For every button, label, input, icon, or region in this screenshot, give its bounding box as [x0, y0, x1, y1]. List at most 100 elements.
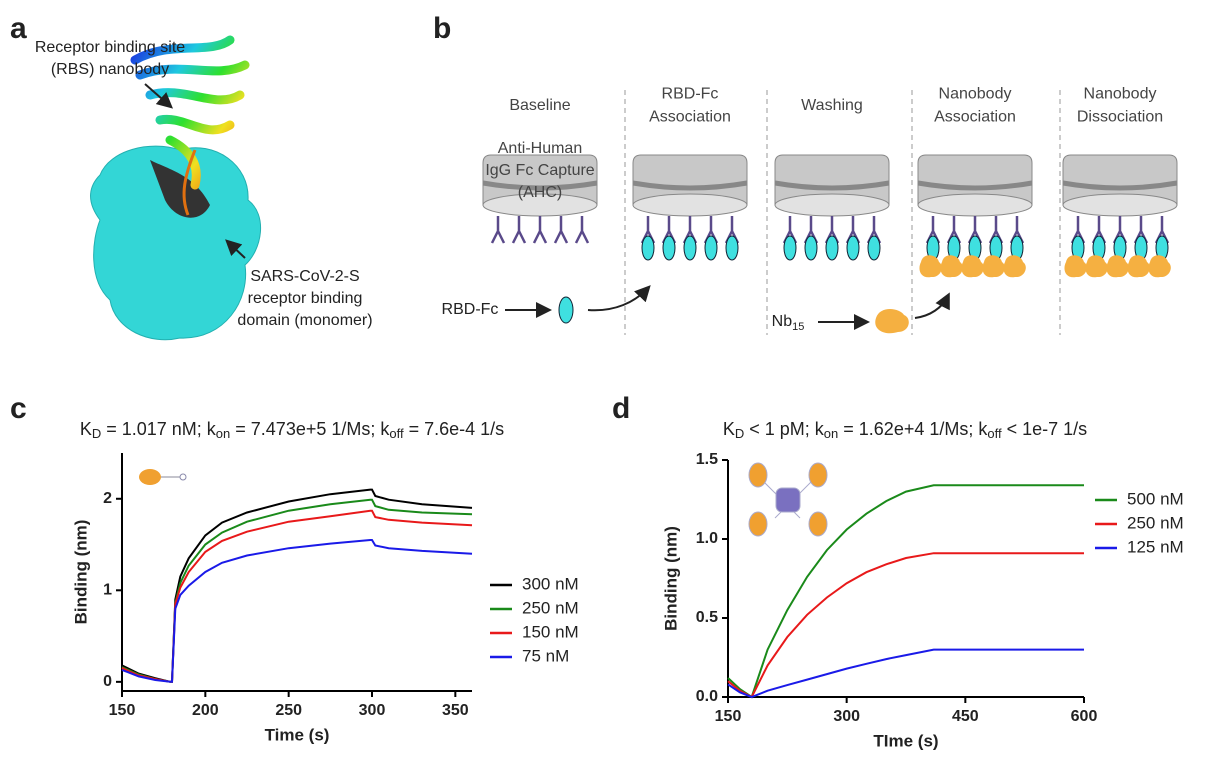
sensor: [917, 154, 1033, 206]
step-title: Washing: [801, 97, 863, 114]
y-tick-label: 1.5: [696, 451, 718, 468]
rbd: [725, 235, 739, 261]
y-axis-label: Binding (nm): [71, 520, 90, 625]
arrow: [225, 239, 246, 259]
title-text: K: [80, 419, 92, 439]
rbd-label: RBD-Fc: [442, 301, 499, 318]
x-axis-label: TIme (s): [873, 731, 938, 750]
title-text: < 1 pM; k: [744, 419, 825, 439]
title-subscript: off: [389, 426, 404, 441]
series-line: [121, 498, 473, 683]
sensor-tip: [917, 193, 1033, 217]
step-title: Association: [934, 109, 1016, 126]
antibody: [532, 216, 548, 244]
step-title: RBD-Fc: [662, 86, 719, 103]
legend-label: 125 nM: [1127, 537, 1184, 556]
chart-title: KD = 1.017 nM; kon = 7.473e+5 1/Ms; koff…: [80, 419, 504, 442]
sensor: [774, 154, 890, 206]
y-tick-label: 2: [103, 490, 112, 507]
title-subscript: on: [216, 426, 230, 441]
rbd: [846, 235, 860, 261]
nanobody: [1064, 255, 1087, 278]
legend-label: 250 nM: [522, 598, 579, 617]
rbd: [825, 235, 839, 261]
sensor-label: IgG Fc Capture: [485, 162, 594, 179]
x-tick-label: 250: [275, 702, 302, 719]
arrow: [144, 83, 174, 109]
nanobody: [1106, 255, 1129, 278]
y-tick-label: 0.5: [696, 609, 718, 626]
nanobody: [1148, 255, 1171, 278]
sensor-band: [1062, 180, 1178, 191]
rbd: [783, 235, 797, 261]
sensor-tip: [1062, 193, 1178, 217]
y-axis-label: Binding (nm): [661, 526, 680, 631]
rbd: [683, 235, 697, 261]
y-tick-label: 1: [103, 582, 112, 599]
nanobody: [919, 255, 942, 278]
rbd: [804, 235, 818, 261]
nanobody: [961, 255, 984, 278]
rbd: [641, 235, 655, 261]
title-subscript: on: [824, 426, 838, 441]
title-text: < 1e-7 1/s: [1002, 419, 1088, 439]
sensor-band: [917, 180, 1033, 191]
legend-label: 150 nM: [522, 622, 579, 641]
chart-title: KD < 1 pM; kon = 1.62e+4 1/Ms; koff < 1e…: [723, 419, 1087, 442]
protein-structure: [90, 35, 261, 341]
nanobody-icon: [875, 309, 909, 334]
rbd-icon: [558, 296, 574, 324]
nb-label: Nb15: [772, 313, 805, 333]
domain-label: domain (monomer): [237, 312, 372, 329]
antibody: [511, 216, 527, 244]
rbd: [662, 235, 676, 261]
x-axis-label: Time (s): [265, 725, 330, 744]
panel-label: b: [433, 12, 451, 45]
nb-text: Nb: [772, 313, 793, 330]
series-line: [121, 488, 473, 683]
sensor-band: [482, 180, 598, 191]
sensor-tip: [774, 193, 890, 217]
title-subscript: off: [987, 426, 1002, 441]
legend-label: 500 nM: [1127, 489, 1184, 508]
title-text: = 7.6e-4 1/s: [404, 419, 505, 439]
x-tick-label: 450: [952, 708, 979, 725]
sensor-label: (AHC): [518, 184, 562, 201]
step-title: Dissociation: [1077, 109, 1163, 126]
x-tick-label: 350: [442, 702, 469, 719]
nanobody: [1003, 255, 1026, 278]
series-line: [727, 552, 1084, 699]
title-subscript: D: [92, 426, 101, 441]
antibody: [553, 216, 569, 244]
sensor-band: [632, 180, 748, 191]
x-tick-label: 300: [833, 708, 860, 725]
sensor-band: [774, 180, 890, 191]
step-title: Baseline: [509, 97, 570, 114]
arrow: [587, 285, 651, 312]
nanobody-label: Receptor binding site: [35, 39, 185, 56]
sensor: [1062, 154, 1178, 206]
sensor: [632, 154, 748, 206]
series-line: [121, 509, 473, 683]
step-title: Nanobody: [939, 86, 1012, 103]
arrow: [914, 292, 950, 319]
legend-label: 300 nM: [522, 574, 579, 593]
series-line: [121, 539, 473, 683]
rbd: [704, 235, 718, 261]
y-tick-label: 0: [103, 673, 112, 690]
nanobody: [940, 255, 963, 278]
inset-icon: [748, 462, 828, 537]
x-tick-label: 600: [1071, 708, 1098, 725]
nanobody: [1085, 255, 1108, 278]
domain-label: receptor binding: [248, 290, 363, 307]
sensor: [482, 154, 598, 206]
panel-label: c: [10, 392, 27, 425]
inset-icon: [139, 469, 187, 485]
antibody: [574, 216, 590, 244]
x-tick-label: 200: [192, 702, 219, 719]
rbd: [867, 235, 881, 261]
title-text: K: [723, 419, 735, 439]
nb-subscript: 15: [792, 321, 804, 333]
step-title: Association: [649, 109, 731, 126]
